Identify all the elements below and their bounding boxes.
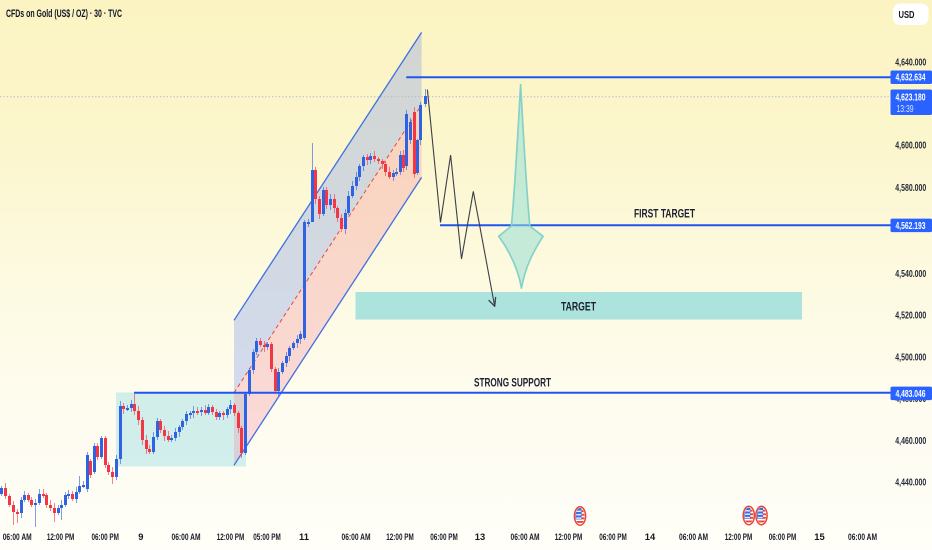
svg-text:06:00 AM: 06:00 AM [679, 532, 708, 543]
svg-text:06:00 PM: 06:00 PM [599, 532, 627, 543]
svg-text:06:00 AM: 06:00 AM [848, 532, 877, 543]
svg-text:06:00 PM: 06:00 PM [769, 532, 797, 543]
svg-text:CFDs on Gold (US$ / OZ) · 30 ·: CFDs on Gold (US$ / OZ) · 30 · TVC [6, 8, 122, 20]
svg-text:USD: USD [899, 10, 915, 21]
svg-text:12:00 PM: 12:00 PM [725, 532, 753, 543]
svg-text:4,600.000: 4,600.000 [895, 139, 926, 151]
svg-text:4,500.000: 4,500.000 [895, 351, 926, 363]
svg-text:4,440.000: 4,440.000 [895, 476, 926, 488]
svg-text:06:00 AM: 06:00 AM [172, 532, 201, 543]
svg-text:12:00 PM: 12:00 PM [386, 532, 414, 543]
svg-text:4,640.000: 4,640.000 [895, 56, 926, 68]
svg-text:4,540.000: 4,540.000 [895, 268, 926, 280]
svg-text:12:00 PM: 12:00 PM [47, 532, 75, 543]
svg-text:12:00 PM: 12:00 PM [217, 532, 245, 543]
svg-text:9: 9 [138, 531, 143, 542]
svg-text:06:00 AM: 06:00 AM [511, 532, 540, 543]
svg-text:12:00 PM: 12:00 PM [555, 532, 583, 543]
svg-text:4,483.046: 4,483.046 [896, 389, 926, 400]
svg-text:STRONG SUPPORT: STRONG SUPPORT [474, 378, 551, 390]
svg-text:05:00 PM: 05:00 PM [253, 532, 281, 543]
svg-text:06:00 AM: 06:00 AM [3, 532, 32, 543]
svg-text:13: 13 [475, 531, 485, 542]
svg-text:4,562.193: 4,562.193 [896, 221, 926, 232]
svg-text:4,580.000: 4,580.000 [895, 182, 926, 194]
svg-text:06:00 PM: 06:00 PM [430, 532, 458, 543]
svg-text:15: 15 [814, 531, 824, 542]
svg-text:4,520.000: 4,520.000 [895, 309, 926, 321]
svg-text:06:00 PM: 06:00 PM [91, 532, 119, 543]
svg-text:14: 14 [645, 531, 656, 542]
svg-text:4,632.634: 4,632.634 [896, 73, 926, 84]
svg-text:4,460.000: 4,460.000 [895, 435, 926, 447]
svg-text:06:00 AM: 06:00 AM [342, 532, 371, 543]
svg-text:TARGET: TARGET [561, 302, 596, 314]
svg-text:4,623.180: 4,623.180 [896, 93, 926, 104]
svg-text:13:39: 13:39 [897, 104, 914, 115]
svg-text:FIRST TARGET: FIRST TARGET [634, 209, 695, 221]
svg-text:11: 11 [299, 531, 309, 542]
